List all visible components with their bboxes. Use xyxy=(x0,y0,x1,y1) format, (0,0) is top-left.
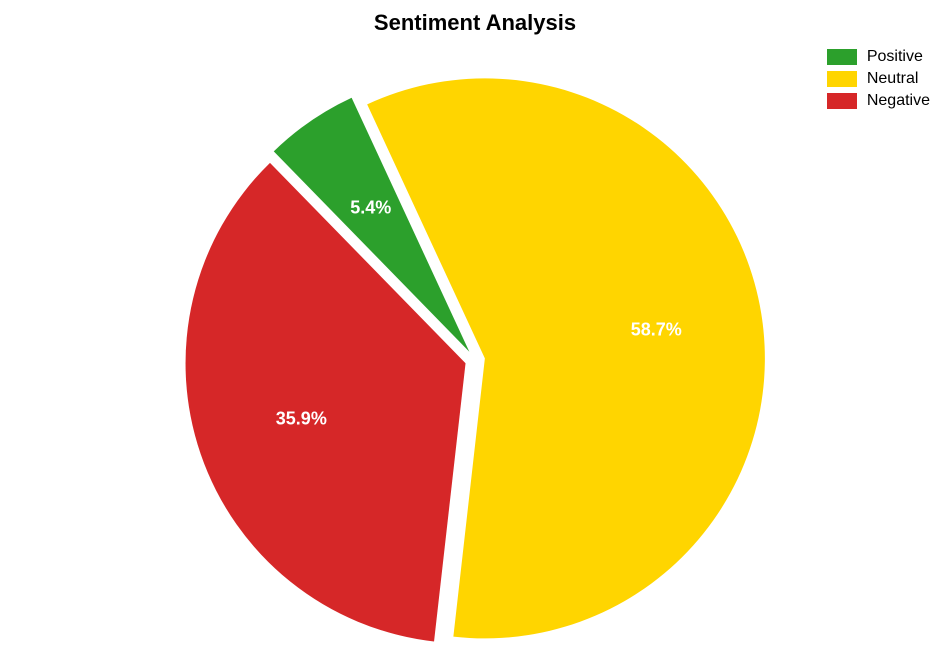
legend-item-negative: Negative xyxy=(827,92,930,110)
pie-slice-negative xyxy=(186,163,466,642)
legend-swatch-negative xyxy=(827,93,857,109)
legend-swatch-neutral xyxy=(827,71,857,87)
pie-chart-container: Sentiment Analysis 5.4% 58.7% 35.9% Positi… xyxy=(0,0,950,662)
legend-item-neutral: Neutral xyxy=(827,70,930,88)
slice-label-positive: 5.4% xyxy=(350,198,391,218)
chart-title: Sentiment Analysis xyxy=(374,10,576,36)
pie-chart: 5.4% 58.7% 35.9% xyxy=(95,50,855,670)
legend-label-neutral: Neutral xyxy=(867,70,919,88)
legend-item-positive: Positive xyxy=(827,48,930,66)
legend-label-negative: Negative xyxy=(867,92,930,110)
slice-label-neutral: 58.7% xyxy=(631,319,682,339)
slice-label-negative: 35.9% xyxy=(276,408,327,428)
legend-label-positive: Positive xyxy=(867,48,923,66)
chart-legend: Positive Neutral Negative xyxy=(827,48,930,114)
legend-swatch-positive xyxy=(827,49,857,65)
